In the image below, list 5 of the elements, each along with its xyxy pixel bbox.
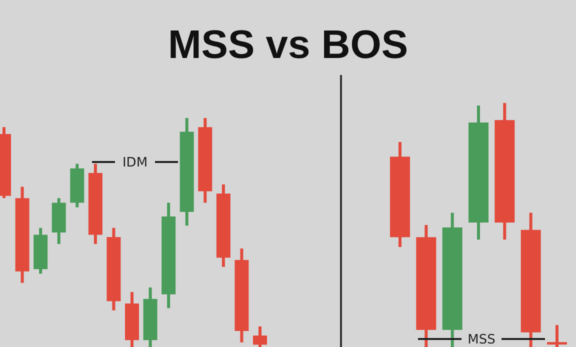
chart-title: MSS vs BOS [168, 23, 408, 67]
candlestick [547, 325, 567, 347]
annotation: IDM [122, 156, 148, 171]
annotation: MSS [468, 332, 496, 347]
candlestick [253, 326, 267, 347]
